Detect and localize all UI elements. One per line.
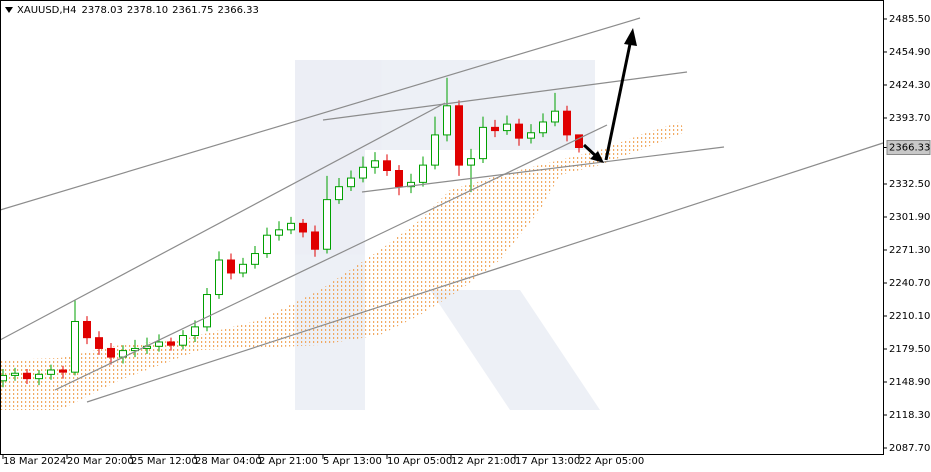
candle-body bbox=[575, 134, 583, 149]
candle-body bbox=[0, 374, 7, 382]
quote-low: 2361.75 bbox=[172, 5, 213, 16]
candle-body bbox=[563, 110, 571, 136]
candle-body bbox=[35, 373, 43, 380]
candle-body bbox=[431, 134, 439, 166]
x-tick-label: 12 Apr 21:00 bbox=[451, 456, 516, 467]
candle-body bbox=[83, 320, 91, 339]
y-tick-label: 2210.10 bbox=[889, 311, 930, 322]
candle-body bbox=[479, 126, 487, 160]
candle-body bbox=[407, 181, 415, 188]
candle-body bbox=[443, 105, 451, 136]
y-tick-label: 2087.70 bbox=[889, 443, 930, 454]
candle-body bbox=[515, 123, 523, 139]
candle-body bbox=[107, 347, 115, 358]
y-tick-label: 2301.90 bbox=[889, 212, 930, 223]
quote-open: 2378.03 bbox=[81, 5, 122, 16]
forecast-arrows bbox=[582, 28, 637, 163]
trend-line bbox=[322, 71, 688, 121]
y-tick-label: 2393.70 bbox=[889, 113, 930, 124]
symbol-icon bbox=[5, 7, 13, 13]
quote-high: 2378.10 bbox=[127, 5, 168, 16]
candle-body bbox=[527, 132, 535, 139]
candle-body bbox=[23, 372, 31, 380]
symbol-header: XAUUSD,H4 2378.03 2378.10 2361.75 2366.33 bbox=[17, 5, 259, 16]
candle-body bbox=[59, 369, 67, 373]
candle-body bbox=[455, 105, 463, 166]
candle-body bbox=[395, 170, 403, 188]
candle-body bbox=[155, 341, 163, 347]
candle-body bbox=[311, 231, 319, 250]
x-tick-label: 28 Mar 04:00 bbox=[195, 456, 262, 467]
y-tick-label: 2485.50 bbox=[889, 14, 930, 25]
trend-line bbox=[0, 17, 641, 211]
candle-body bbox=[203, 294, 211, 328]
cloud bbox=[0, 122, 685, 410]
candle-body bbox=[551, 110, 559, 123]
candle-body bbox=[227, 259, 235, 274]
candle-body bbox=[251, 253, 259, 265]
y-tick-label: 2240.70 bbox=[889, 278, 930, 289]
y-tick-label: 2454.90 bbox=[889, 47, 930, 58]
candle-body bbox=[95, 337, 103, 349]
trend-line bbox=[86, 142, 884, 403]
x-tick-label: 2 Apr 21:00 bbox=[259, 456, 318, 467]
y-tick-label: 2271.30 bbox=[889, 245, 930, 256]
x-tick-label: 20 Mar 20:00 bbox=[67, 456, 134, 467]
candle-body bbox=[503, 123, 511, 132]
candle-body bbox=[323, 199, 331, 250]
candle-body bbox=[359, 166, 367, 179]
quote-close: 2366.33 bbox=[218, 5, 259, 16]
candle-body bbox=[71, 320, 79, 373]
x-tick-label: 10 Apr 05:00 bbox=[387, 456, 452, 467]
candle-body bbox=[539, 121, 547, 134]
x-tick-label: 5 Apr 13:00 bbox=[323, 456, 382, 467]
plot-frame bbox=[0, 0, 884, 455]
candle-body bbox=[215, 259, 223, 296]
y-tick-label: 2148.90 bbox=[889, 377, 930, 388]
candle-body bbox=[239, 263, 247, 274]
candle-body bbox=[335, 186, 343, 201]
trend-line bbox=[0, 102, 446, 341]
candle-body bbox=[299, 222, 307, 233]
candle-body bbox=[11, 372, 19, 376]
candle-body bbox=[419, 164, 427, 183]
x-tick-label: 17 Apr 13:00 bbox=[515, 456, 580, 467]
x-tick-label: 25 Mar 12:00 bbox=[131, 456, 198, 467]
candle-body bbox=[167, 341, 175, 346]
candle-body bbox=[467, 158, 475, 166]
candle-body bbox=[371, 160, 379, 168]
candle-body bbox=[191, 326, 199, 337]
price-box bbox=[886, 140, 931, 156]
candle-body bbox=[263, 234, 271, 255]
trend-line bbox=[361, 146, 725, 193]
y-tick-label: 2332.50 bbox=[889, 179, 930, 190]
trend-line bbox=[54, 124, 608, 391]
symbol: XAUUSD,H4 bbox=[17, 5, 76, 16]
y-tick-label: 2118.30 bbox=[889, 410, 930, 421]
x-tick-label: 22 Apr 05:00 bbox=[579, 456, 644, 467]
price-label: 2366.33 bbox=[889, 143, 930, 154]
candle-body bbox=[383, 160, 391, 172]
candle-body bbox=[287, 222, 295, 231]
candle-body bbox=[179, 335, 187, 346]
x-tick-label: 18 Mar 2024 bbox=[3, 456, 66, 467]
candle-body bbox=[275, 229, 283, 236]
y-tick-label: 2179.50 bbox=[889, 344, 930, 355]
candle-body bbox=[47, 369, 55, 375]
candle-body bbox=[491, 126, 499, 132]
candle-body bbox=[347, 177, 355, 188]
y-tick-label: 2424.30 bbox=[889, 80, 930, 91]
